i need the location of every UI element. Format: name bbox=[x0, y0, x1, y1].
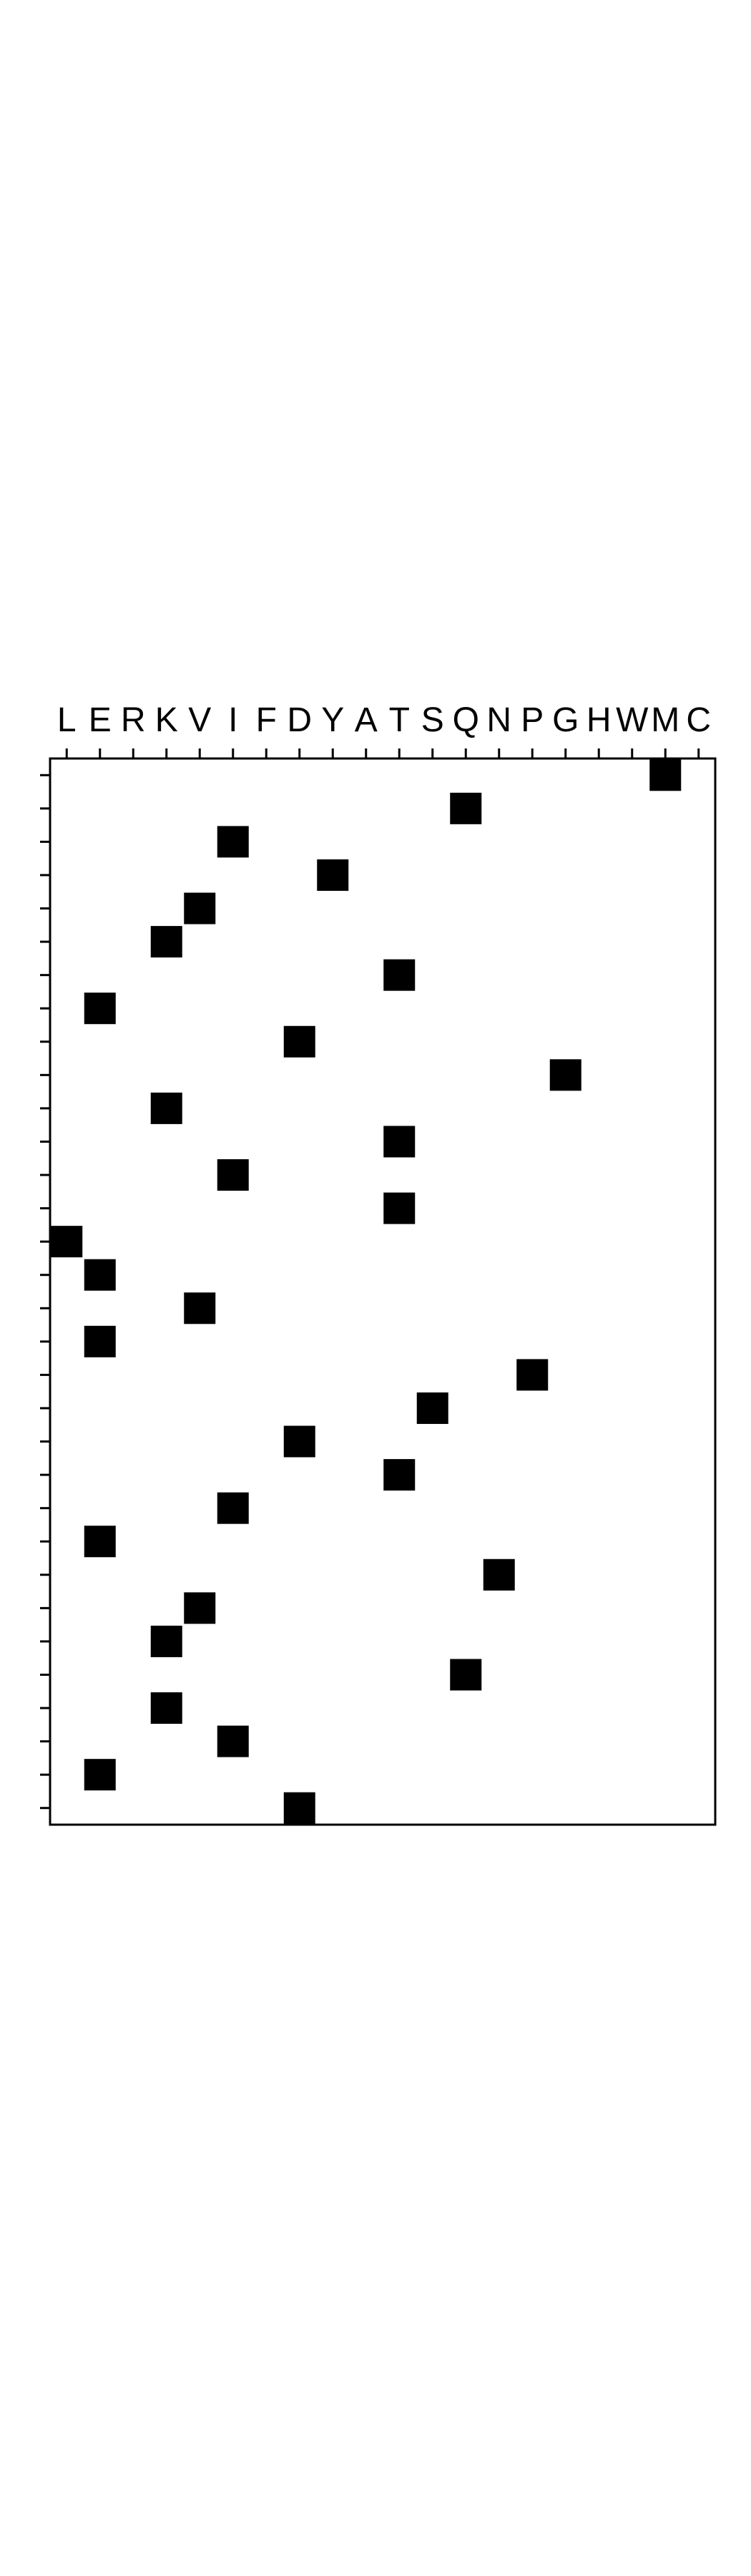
x-tick-label-T: T bbox=[389, 701, 410, 739]
heatmap-cell-row-31-D bbox=[283, 1792, 315, 1824]
heatmap-cell-row-23-E bbox=[84, 1526, 116, 1558]
heatmap-cell-row-26-K bbox=[150, 1625, 182, 1657]
y-axis-ticks bbox=[40, 774, 50, 1810]
heatmap-cell-row-6-T bbox=[383, 959, 416, 991]
heatmap-cell-row-8-D bbox=[283, 1025, 315, 1058]
heatmap-cell-row-10-K bbox=[150, 1092, 182, 1124]
x-tick-label-R: R bbox=[121, 701, 146, 739]
heatmap-cell-row-29-I bbox=[217, 1725, 249, 1757]
x-tick-label-G: G bbox=[552, 701, 579, 739]
heatmap-cell-row-4-V bbox=[184, 892, 216, 924]
heatmap-cell-row-30-E bbox=[84, 1759, 116, 1791]
heatmap-cells bbox=[51, 759, 682, 1824]
heatmap-cell-row-2-I bbox=[217, 826, 249, 858]
x-tick-label-P: P bbox=[521, 701, 544, 739]
x-tick-label-Y: Y bbox=[321, 701, 344, 739]
x-tick-label-M: M bbox=[651, 701, 679, 739]
heatmap-cell-row-7-E bbox=[84, 992, 116, 1025]
x-tick-label-K: K bbox=[155, 701, 178, 739]
heatmap-cell-row-22-I bbox=[217, 1492, 249, 1524]
heatmap-cell-row-12-I bbox=[217, 1159, 249, 1191]
x-tick-label-N: N bbox=[486, 701, 511, 739]
heatmap-cell-row-1-Q bbox=[450, 792, 482, 824]
heatmap-cell-row-11-T bbox=[383, 1126, 416, 1158]
heatmap-cell-row-0-M bbox=[649, 759, 682, 791]
heatmap-cell-row-27-Q bbox=[450, 1659, 482, 1691]
x-tick-label-E: E bbox=[89, 701, 112, 739]
x-tick-label-L: L bbox=[57, 701, 77, 739]
x-tick-label-A: A bbox=[355, 701, 378, 739]
heatmap-cell-row-28-K bbox=[150, 1692, 182, 1724]
x-tick-label-F: F bbox=[256, 701, 277, 739]
x-axis-ticks bbox=[65, 748, 700, 758]
heatmap-cell-row-19-S bbox=[416, 1392, 448, 1424]
x-tick-label-C: C bbox=[686, 701, 711, 739]
heatmap-cell-row-21-T bbox=[383, 1459, 416, 1491]
heatmap-cell-row-24-N bbox=[483, 1558, 515, 1591]
heatmap-cell-row-9-G bbox=[549, 1059, 581, 1091]
heatmap-cell-row-5-K bbox=[150, 926, 182, 958]
heatmap-cell-row-16-V bbox=[184, 1292, 216, 1324]
heatmap-cell-row-13-T bbox=[383, 1192, 416, 1224]
x-tick-label-H: H bbox=[586, 701, 612, 739]
heatmap-cell-row-20-D bbox=[283, 1425, 315, 1458]
x-tick-label-I: I bbox=[228, 701, 237, 739]
x-tick-label-V: V bbox=[188, 701, 211, 739]
plot-frame bbox=[49, 757, 717, 1826]
heatmap-cell-row-3-Y bbox=[317, 859, 349, 891]
x-tick-label-Q: Q bbox=[453, 701, 479, 739]
heatmap-cell-row-15-E bbox=[84, 1259, 116, 1291]
x-tick-label-D: D bbox=[287, 701, 312, 739]
x-tick-label-S: S bbox=[421, 701, 444, 739]
heatmap-cell-row-25-V bbox=[184, 1592, 216, 1624]
x-tick-label-W: W bbox=[616, 701, 649, 739]
heatmap-cell-row-18-P bbox=[516, 1359, 549, 1391]
heatmap-cell-row-14-L bbox=[51, 1226, 83, 1258]
heatmap-cell-row-17-E bbox=[84, 1325, 116, 1357]
